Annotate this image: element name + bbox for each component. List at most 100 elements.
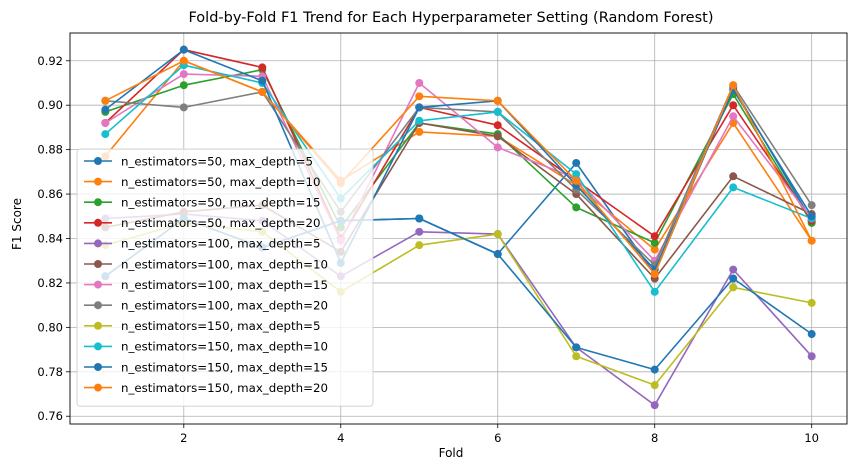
data-point	[650, 232, 659, 241]
data-point	[729, 265, 738, 274]
chart-title: Fold-by-Fold F1 Trend for Each Hyperpara…	[188, 10, 713, 26]
data-point	[807, 201, 816, 210]
data-point	[101, 96, 110, 105]
data-point	[729, 274, 738, 283]
data-point	[729, 183, 738, 192]
legend-item: n_estimators=150, max_depth=5	[84, 319, 320, 333]
legend-label: n_estimators=100, max_depth=20	[121, 299, 328, 313]
x-tick-label: 6	[494, 431, 501, 445]
legend: n_estimators=50, max_depth=5 n_estimators…	[76, 148, 374, 407]
y-tick-label: 0.78	[37, 365, 63, 379]
legend-label: n_estimators=50, max_depth=10	[121, 175, 320, 189]
legend-item: n_estimators=150, max_depth=15	[84, 360, 328, 374]
legend-item: n_estimators=50, max_depth=20	[84, 216, 320, 230]
data-point	[415, 116, 424, 125]
series-line	[104, 59, 813, 275]
data-point	[572, 158, 581, 167]
data-point	[493, 132, 502, 141]
data-point	[729, 101, 738, 110]
legend-label: n_estimators=150, max_depth=20	[121, 381, 328, 395]
series-line	[105, 84, 813, 267]
data-point	[493, 121, 502, 130]
x-tick-label: 2	[180, 431, 187, 445]
legend-marker	[94, 260, 102, 268]
data-point	[415, 241, 424, 250]
legend-label: n_estimators=50, max_depth=5	[121, 154, 313, 168]
legend-item: n_estimators=100, max_depth=20	[84, 299, 328, 313]
legend-marker	[94, 218, 102, 227]
legend-label: n_estimators=50, max_depth=20	[121, 216, 320, 230]
data-point	[650, 401, 659, 410]
data-point	[179, 70, 188, 79]
data-point	[179, 81, 188, 90]
legend-label: n_estimators=50, max_depth=15	[121, 196, 320, 210]
x-tick-label: 10	[804, 431, 819, 445]
data-point	[807, 352, 816, 361]
legend-marker	[94, 177, 102, 186]
legend-marker	[94, 383, 102, 392]
data-point	[415, 214, 424, 223]
data-point	[729, 172, 738, 181]
data-point	[650, 365, 659, 374]
series-line	[104, 73, 813, 262]
data-point	[101, 118, 110, 127]
x-tick-label: 8	[651, 431, 658, 445]
legend-item: n_estimators=100, max_depth=15	[84, 278, 328, 292]
y-axis-label: F1 Score	[10, 198, 24, 250]
y-tick-label: 0.88	[37, 143, 63, 157]
legend-item: n_estimators=150, max_depth=10	[84, 340, 328, 354]
data-point	[572, 176, 581, 185]
legend-label: n_estimators=150, max_depth=15	[121, 360, 328, 374]
legend-item: n_estimators=50, max_depth=10	[84, 175, 320, 189]
data-point	[258, 87, 267, 96]
data-point	[101, 105, 110, 114]
legend-marker	[94, 363, 102, 371]
data-point	[807, 330, 816, 339]
legend-marker	[94, 198, 102, 207]
legend-item: n_estimators=50, max_depth=5	[84, 154, 313, 168]
plot-area-frame	[69, 32, 848, 425]
data-point	[415, 103, 424, 112]
series-line	[105, 68, 813, 244]
legend-item: n_estimators=100, max_depth=5	[84, 237, 320, 251]
y-tick-label: 0.92	[37, 54, 63, 68]
data-point	[572, 203, 581, 212]
y-tick-label: 0.82	[37, 276, 63, 290]
legend-label: n_estimators=100, max_depth=10	[121, 257, 328, 271]
data-point	[258, 76, 267, 85]
series-line	[104, 64, 812, 293]
data-point	[729, 81, 738, 90]
data-point	[493, 250, 502, 259]
legend-label: n_estimators=150, max_depth=10	[121, 340, 328, 354]
data-point	[493, 230, 502, 239]
data-point	[493, 107, 502, 116]
data-point	[258, 63, 267, 72]
data-point	[415, 227, 424, 236]
y-tick-label: 0.80	[37, 320, 63, 334]
legend-marker	[94, 301, 102, 310]
data-point	[572, 343, 581, 352]
y-tick-label: 0.84	[37, 231, 63, 245]
legend-label: n_estimators=100, max_depth=5	[121, 237, 320, 251]
data-point	[179, 45, 188, 54]
data-point	[493, 143, 502, 152]
data-point	[650, 381, 659, 390]
legend-label: n_estimators=100, max_depth=15	[121, 278, 328, 292]
legend-marker	[94, 342, 102, 351]
y-tick-label: 0.76	[37, 409, 63, 423]
data-point	[415, 92, 424, 101]
legend-item: n_estimators=150, max_depth=20	[84, 381, 328, 395]
x-tick-label: 4	[337, 431, 344, 445]
legend-item: n_estimators=100, max_depth=10	[84, 257, 328, 271]
data-point	[729, 112, 738, 121]
legend-marker	[94, 321, 102, 330]
data-point	[101, 130, 110, 139]
data-point	[415, 78, 424, 87]
data-point	[807, 298, 816, 307]
axis-ticks: 2 4 6 8 10 0.76 0.78 0.80 0.82 0.84 0.86 0.88 0.90 0.…	[37, 54, 819, 445]
legend-item: n_estimators=50, max_depth=15	[84, 196, 320, 210]
data-point	[572, 170, 581, 179]
legend-marker	[94, 280, 102, 289]
